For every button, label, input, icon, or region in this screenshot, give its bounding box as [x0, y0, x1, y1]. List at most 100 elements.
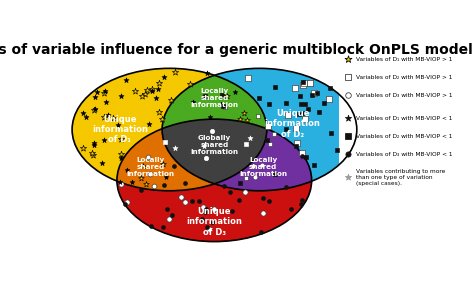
Point	[287, 207, 295, 212]
Point	[118, 155, 125, 160]
Point	[325, 96, 333, 101]
Point	[100, 114, 108, 119]
Point	[165, 217, 173, 222]
Point	[333, 148, 341, 153]
Point	[91, 95, 99, 100]
Text: Variables of D₂ with MB-VIOP > 1: Variables of D₂ with MB-VIOP > 1	[356, 75, 453, 80]
Point	[344, 93, 351, 98]
Point	[154, 87, 162, 92]
Point	[143, 181, 150, 186]
Point	[300, 110, 307, 115]
Point	[161, 140, 169, 144]
Text: Unique
information
of D₁: Unique information of D₁	[92, 115, 148, 145]
Point	[315, 110, 323, 114]
Point	[236, 117, 244, 122]
Point	[116, 180, 124, 184]
Point	[160, 183, 167, 188]
Point	[295, 112, 303, 117]
Point	[195, 198, 203, 203]
Point	[292, 126, 300, 131]
Point	[202, 155, 210, 160]
Point	[221, 105, 229, 110]
Text: Locally
shared
information: Locally shared information	[190, 88, 238, 108]
Point	[260, 195, 267, 200]
Point	[310, 91, 318, 95]
Point	[91, 106, 99, 111]
Point	[82, 115, 90, 120]
Point	[109, 116, 117, 120]
Point	[306, 81, 313, 85]
Point	[201, 94, 209, 99]
Point	[308, 93, 316, 98]
Text: Types of variable influence for a generic multiblock OnPLS model: Types of variable influence for a generi…	[0, 43, 473, 57]
Point	[139, 164, 146, 169]
Point	[171, 146, 179, 151]
Point	[264, 137, 271, 142]
Point	[300, 83, 307, 88]
Text: Globally
shared
information: Globally shared information	[190, 135, 238, 155]
Point	[147, 224, 155, 229]
Point	[231, 90, 239, 95]
Point	[242, 141, 250, 146]
Text: Variables of D₁ with MB-VIOP > 1: Variables of D₁ with MB-VIOP > 1	[356, 57, 453, 62]
Point	[245, 76, 252, 81]
Point	[155, 80, 162, 85]
Point	[266, 141, 273, 146]
Point	[124, 200, 131, 204]
Point	[124, 168, 131, 173]
Point	[186, 82, 193, 87]
Point	[282, 184, 290, 189]
Point	[302, 154, 310, 159]
Point	[122, 77, 130, 82]
Point	[321, 100, 328, 105]
Point	[283, 127, 290, 132]
Point	[121, 202, 129, 207]
Point	[260, 210, 267, 215]
Text: Variables contributing to more
than one type of variation
(special cases).: Variables contributing to more than one …	[356, 169, 446, 186]
Point	[163, 207, 171, 212]
Point	[178, 194, 185, 199]
Point	[292, 144, 300, 148]
Point	[91, 142, 98, 147]
Point	[79, 110, 87, 115]
Point	[257, 230, 265, 234]
Point	[146, 172, 154, 176]
Point	[298, 151, 306, 156]
Point	[91, 108, 98, 113]
Point	[271, 172, 279, 176]
Point	[255, 95, 263, 100]
Point	[258, 163, 266, 167]
Point	[243, 118, 251, 122]
Point	[291, 85, 299, 90]
Point	[171, 70, 179, 75]
Point	[242, 176, 249, 181]
Point	[200, 95, 208, 100]
Point	[80, 146, 87, 151]
Point	[344, 75, 351, 80]
Point	[159, 224, 167, 229]
Point	[301, 101, 309, 106]
Text: Variables of D₂ with MB-VIOP < 1: Variables of D₂ with MB-VIOP < 1	[356, 134, 453, 139]
Point	[104, 113, 111, 118]
Point	[90, 152, 97, 157]
Point	[160, 75, 168, 80]
Point	[237, 181, 244, 186]
Point	[241, 189, 248, 194]
Point	[98, 160, 106, 165]
Point	[328, 130, 335, 135]
Point	[118, 137, 125, 142]
Point	[117, 93, 125, 98]
Point	[217, 101, 225, 106]
Point	[236, 197, 243, 202]
Point	[93, 90, 101, 94]
Point	[138, 94, 146, 98]
Point	[155, 110, 163, 114]
Point	[203, 225, 211, 230]
Point	[137, 176, 145, 180]
Point	[101, 88, 109, 93]
Point	[240, 111, 247, 116]
Point	[344, 134, 351, 139]
Point	[171, 164, 178, 169]
Point	[307, 80, 314, 85]
Point	[208, 129, 216, 134]
